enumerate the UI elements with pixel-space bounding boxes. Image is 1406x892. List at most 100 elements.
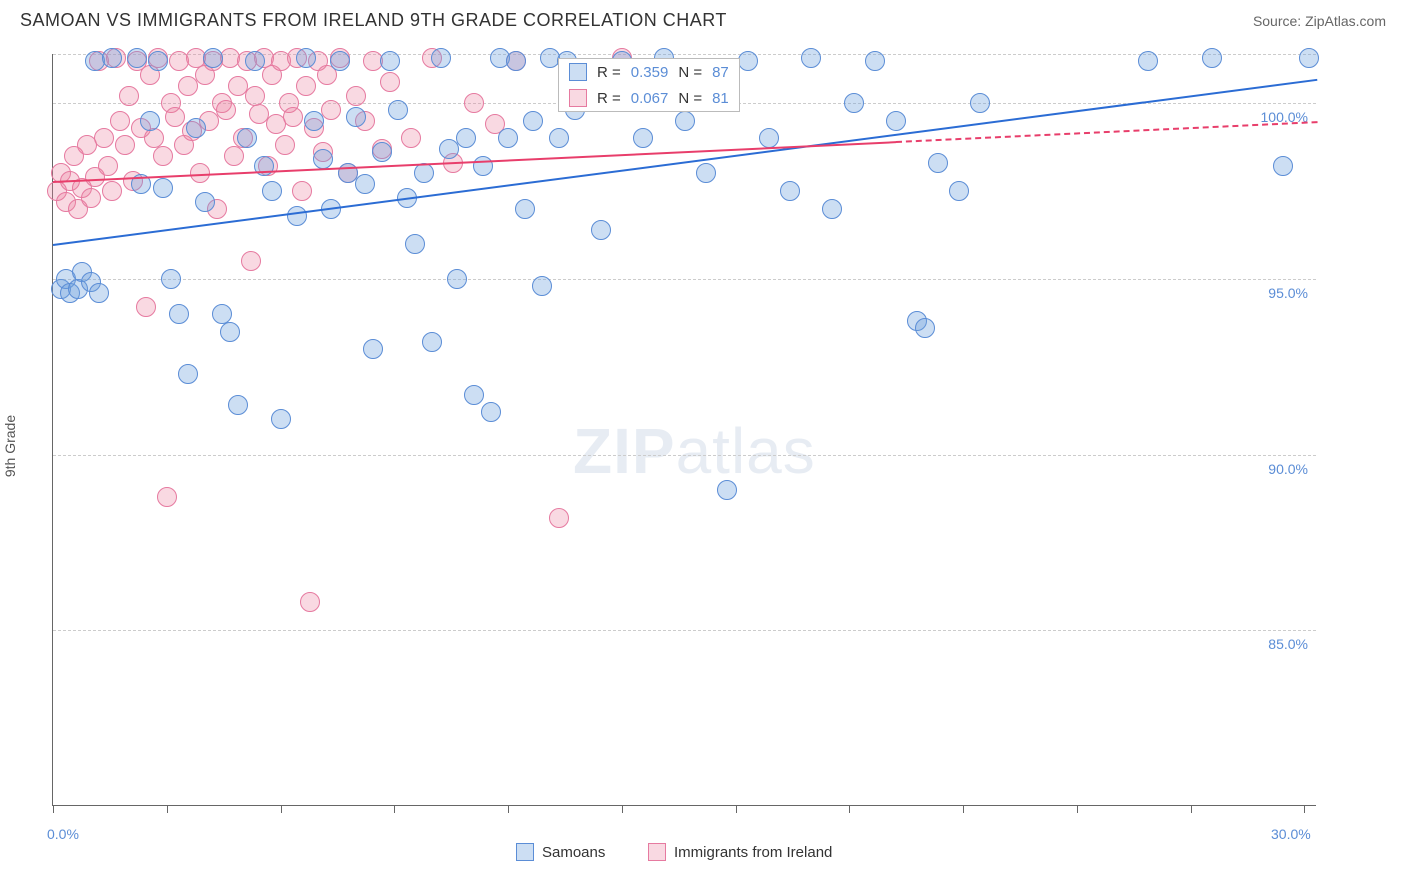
scatter-point [330,51,350,71]
x-tick-label: 30.0% [1271,826,1311,842]
scatter-point [696,163,716,183]
scatter-point [355,174,375,194]
scatter-point [464,385,484,405]
scatter-point [313,149,333,169]
stats-row: R = 0.067 N = 81 [559,85,739,111]
scatter-point [456,128,476,148]
x-tick [53,805,54,813]
scatter-point [296,48,316,68]
scatter-point [422,332,442,352]
scatter-point [161,269,181,289]
legend-item: Immigrants from Ireland [648,843,832,861]
scatter-point [195,192,215,212]
scatter-point [153,178,173,198]
scatter-point [81,188,101,208]
scatter-point [388,100,408,120]
scatter-point [292,181,312,201]
legend-swatch [569,89,587,107]
scatter-point [186,118,206,138]
scatter-point [591,220,611,240]
scatter-point [127,48,147,68]
plot-region: ZIPatlas 85.0%90.0%95.0%100.0%0.0%30.0% [52,54,1316,806]
y-tick-label: 90.0% [1268,461,1308,477]
scatter-point [245,51,265,71]
x-tick-label: 0.0% [47,826,79,842]
scatter-point [346,86,366,106]
scatter-point [228,395,248,415]
scatter-point [549,128,569,148]
x-tick [508,805,509,813]
y-axis-label: 9th Grade [2,415,18,477]
scatter-point [759,128,779,148]
y-tick-label: 95.0% [1268,285,1308,301]
scatter-point [822,199,842,219]
x-tick [167,805,168,813]
scatter-point [220,322,240,342]
watermark: ZIPatlas [573,414,816,488]
x-tick [281,805,282,813]
stat-n-value: 81 [712,90,729,107]
stats-row: R =0.359N =87 [559,59,739,85]
scatter-point [300,592,320,612]
scatter-point [262,181,282,201]
scatter-point [675,111,695,131]
scatter-point [801,48,821,68]
stat-r-label: R = [597,64,621,81]
gridline [53,279,1316,280]
scatter-point [363,339,383,359]
scatter-point [169,304,189,324]
scatter-point [1299,48,1319,68]
x-tick [849,805,850,813]
scatter-point [1138,51,1158,71]
stat-n-label: N = [678,90,702,107]
chart-source: Source: ZipAtlas.com [1253,13,1386,29]
scatter-point [110,111,130,131]
scatter-point [140,111,160,131]
scatter-point [949,181,969,201]
scatter-point [102,181,122,201]
chart-area: 9th Grade ZIPatlas 85.0%90.0%95.0%100.0%… [0,40,1406,852]
scatter-point [98,156,118,176]
scatter-point [165,107,185,127]
scatter-point [254,156,274,176]
legend-label: Samoans [542,844,605,861]
scatter-point [431,48,451,68]
x-tick [736,805,737,813]
legend-item: Samoans [516,843,605,861]
scatter-point [216,100,236,120]
scatter-point [157,487,177,507]
scatter-point [515,199,535,219]
scatter-point [498,128,518,148]
stat-r-label: R = [597,90,621,107]
scatter-point [380,51,400,71]
scatter-point [738,51,758,71]
x-tick [963,805,964,813]
x-tick [394,805,395,813]
scatter-point [1273,156,1293,176]
scatter-point [304,111,324,131]
scatter-point [136,297,156,317]
scatter-point [865,51,885,71]
scatter-point [532,276,552,296]
scatter-point [447,269,467,289]
scatter-point [464,93,484,113]
scatter-point [372,142,392,162]
legend-swatch [648,843,666,861]
scatter-point [94,128,114,148]
x-tick [1077,805,1078,813]
scatter-point [321,100,341,120]
watermark-suffix: atlas [676,415,816,487]
scatter-point [506,51,526,71]
scatter-point [178,364,198,384]
scatter-point [380,72,400,92]
x-tick [1304,805,1305,813]
scatter-point [153,146,173,166]
scatter-point [241,251,261,271]
chart-header: SAMOAN VS IMMIGRANTS FROM IRELAND 9TH GR… [0,0,1406,37]
scatter-point [886,111,906,131]
scatter-point [296,76,316,96]
stat-r-value: 0.067 [631,90,669,107]
scatter-point [401,128,421,148]
scatter-point [89,283,109,303]
trend-line [896,121,1317,143]
